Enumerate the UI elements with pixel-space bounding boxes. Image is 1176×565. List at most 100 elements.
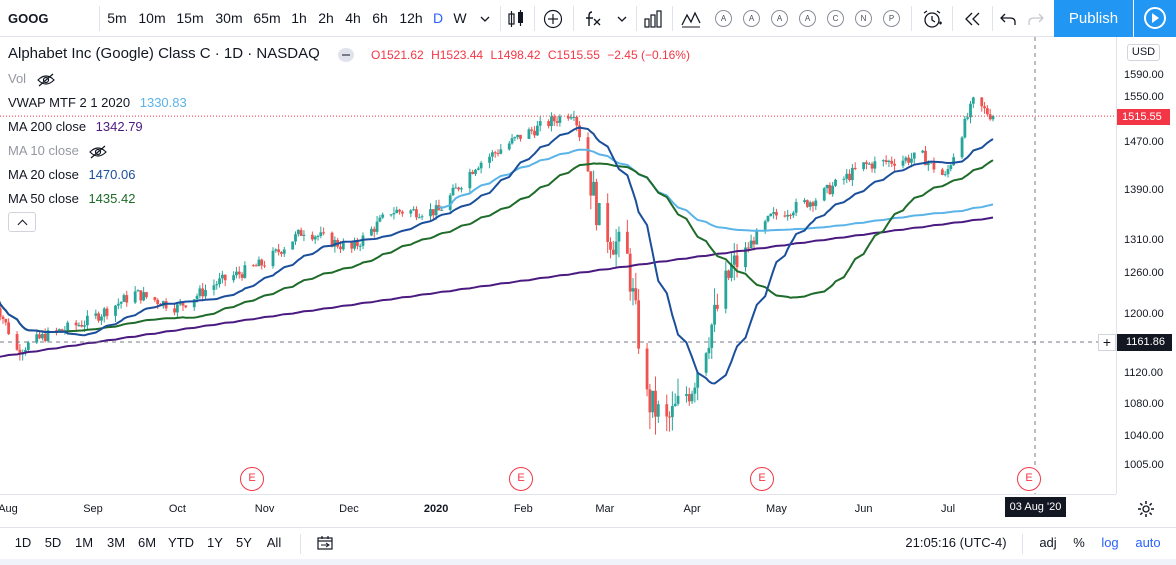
study-vol[interactable]: Vol [8, 71, 56, 87]
candle [831, 181, 835, 197]
earnings-marker[interactable]: E [509, 467, 533, 491]
earnings-marker[interactable]: E [750, 467, 774, 491]
auto-toggle[interactable]: auto [1135, 535, 1161, 550]
script-p-button[interactable]: P [883, 10, 900, 27]
ma200-line[interactable] [0, 216, 994, 358]
publish-menu-icon[interactable] [1134, 0, 1176, 37]
candle [358, 243, 362, 252]
price-chart[interactable] [0, 37, 1116, 494]
date-range-icon[interactable] [312, 528, 338, 558]
chevron-down-icon[interactable] [476, 0, 494, 37]
candle [415, 206, 418, 221]
study-ma50[interactable]: MA 50 close 1435.42 [8, 191, 135, 206]
ma20-line[interactable] [0, 126, 994, 385]
crosshair-add-button[interactable]: + [1098, 334, 1116, 351]
currency-badge[interactable]: USD [1127, 44, 1160, 61]
candle [850, 164, 854, 187]
interval-1h[interactable]: 1h [291, 10, 307, 26]
legend-collapse-button[interactable] [8, 212, 36, 232]
price-tick: 1260.00 [1124, 266, 1164, 279]
candles-icon[interactable] [504, 0, 528, 37]
interval-65m[interactable]: 65m [253, 10, 281, 26]
candle [772, 207, 776, 219]
earnings-marker[interactable]: E [240, 467, 264, 491]
range-5d[interactable]: 5D [44, 535, 62, 550]
earnings-marker[interactable]: E [1017, 467, 1041, 491]
publish-button[interactable]: Publish [1054, 0, 1133, 37]
log-toggle[interactable]: log [1101, 535, 1119, 550]
range-6m[interactable]: 6M [137, 535, 157, 550]
candle [963, 115, 967, 139]
study-ma20[interactable]: MA 20 close 1470.06 [8, 167, 135, 182]
replay-icon[interactable] [958, 0, 986, 37]
time-tick: Aug [0, 503, 18, 515]
interval-5m[interactable]: 5m [107, 10, 127, 26]
adj-toggle[interactable]: adj [1039, 535, 1057, 550]
top-toolbar: GOOG 5m 10m 15m 30m 65m 1h 2h 4h 6h 12h … [0, 0, 1176, 37]
interval-30m[interactable]: 30m [215, 10, 243, 26]
vwap-line[interactable] [438, 148, 994, 232]
range-1m[interactable]: 1M [74, 535, 94, 550]
candle [535, 121, 539, 136]
script-a-button[interactable]: A [715, 10, 732, 27]
range-3m[interactable]: 3M [106, 535, 126, 550]
redo-icon[interactable] [1024, 0, 1048, 37]
study-vwap[interactable]: VWAP MTF 2 1 2020 1330.83 [8, 95, 187, 110]
script-c-button[interactable]: C [827, 10, 844, 27]
interval-4h[interactable]: 4h [345, 10, 361, 26]
candle [538, 116, 542, 132]
gear-icon[interactable] [1136, 499, 1156, 519]
indicator-icon[interactable] [677, 0, 705, 37]
interval-w[interactable]: W [453, 10, 467, 26]
ma50-line[interactable] [0, 159, 994, 334]
candle [510, 134, 514, 145]
interval-d[interactable]: D [432, 10, 444, 26]
percent-toggle[interactable]: % [1073, 535, 1085, 550]
range-all[interactable]: All [266, 535, 282, 550]
candle [578, 121, 581, 142]
candle [789, 213, 792, 220]
candle [775, 208, 778, 220]
fx-icon[interactable] [579, 0, 607, 37]
interval-10m[interactable]: 10m [138, 10, 166, 26]
candle [370, 226, 373, 237]
candle [136, 289, 140, 292]
range-1y[interactable]: 1Y [207, 535, 223, 550]
study-ma200[interactable]: MA 200 close 1342.79 [8, 119, 143, 134]
clock-timezone[interactable]: 21:05:16 (UTC-4) [905, 535, 1007, 550]
range-1d[interactable]: 1D [14, 535, 32, 550]
script-a-button[interactable]: A [771, 10, 788, 27]
candle [628, 248, 632, 301]
add-circle-icon[interactable] [540, 0, 566, 37]
symbol-menu-icon[interactable] [338, 48, 354, 62]
range-5y[interactable]: 5Y [236, 535, 252, 550]
chevron-down-icon[interactable] [613, 0, 631, 37]
candle [175, 302, 179, 319]
candle [873, 156, 877, 174]
interval-6h[interactable]: 6h [372, 10, 388, 26]
candle [232, 271, 236, 283]
script-a-button[interactable]: A [799, 10, 816, 27]
interval-15m[interactable]: 15m [176, 10, 204, 26]
script-n-button[interactable]: N [855, 10, 872, 27]
study-name: MA 200 close [8, 119, 87, 134]
interval-2h[interactable]: 2h [318, 10, 334, 26]
script-a-button[interactable]: A [743, 10, 760, 27]
candle [713, 288, 716, 332]
candle [460, 186, 463, 193]
bars-icon[interactable] [640, 0, 666, 37]
symbol-search[interactable]: GOOG [8, 11, 49, 26]
undo-icon[interactable] [996, 0, 1020, 37]
candle [586, 132, 590, 172]
range-ytd[interactable]: YTD [168, 535, 194, 550]
candle [322, 227, 326, 236]
interval-12h[interactable]: 12h [399, 10, 423, 26]
candle [533, 126, 536, 139]
eye-hidden-icon[interactable] [88, 145, 108, 159]
study-ma10[interactable]: MA 10 close [8, 143, 108, 159]
alert-icon[interactable] [918, 0, 946, 37]
candle [707, 337, 711, 360]
candle [198, 285, 202, 299]
candle [280, 251, 283, 257]
eye-hidden-icon[interactable] [36, 73, 56, 87]
